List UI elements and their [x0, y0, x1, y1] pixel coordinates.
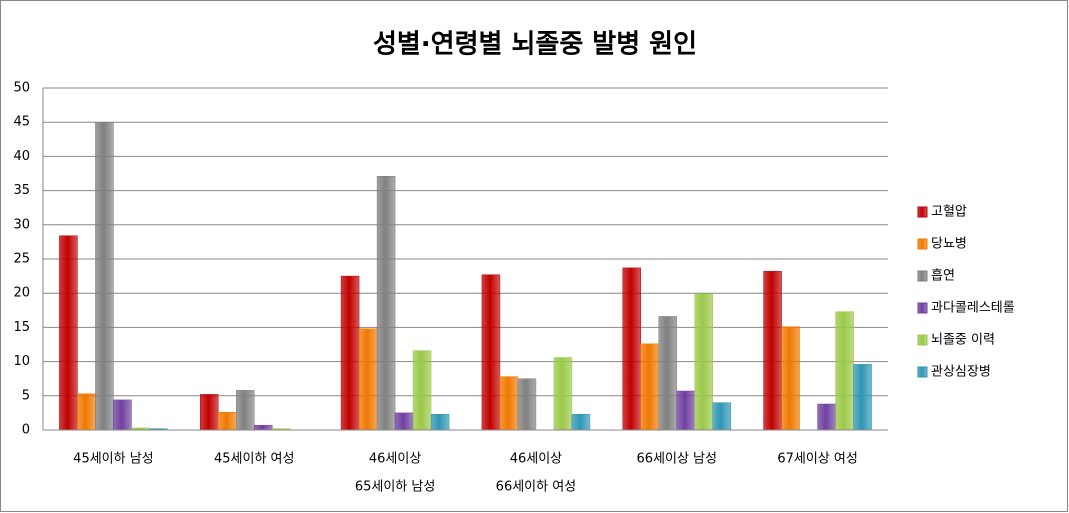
bar	[358, 328, 378, 431]
y-tick-label: 5	[22, 388, 30, 403]
bar	[571, 414, 591, 431]
legend-label: 흡연	[931, 269, 955, 284]
bar	[781, 326, 800, 431]
bar	[394, 412, 414, 431]
legend-swatch	[917, 334, 928, 346]
y-tick-label: 0	[22, 423, 30, 438]
bar	[77, 393, 96, 431]
bar	[200, 394, 219, 431]
x-tick-label: 65세이하 남성	[355, 480, 435, 495]
bar	[481, 274, 501, 431]
x-tick-label: 66세이상 남성	[637, 452, 717, 467]
x-tick-label: 45세이하 남성	[73, 452, 153, 467]
bar	[95, 121, 114, 431]
bar	[622, 267, 641, 431]
bar	[817, 403, 836, 431]
x-tick-label: 66세이하 여성	[496, 480, 576, 495]
bar	[835, 311, 854, 431]
bar	[218, 411, 237, 431]
x-tick-label: 46세이상	[369, 452, 421, 467]
y-tick-label: 45	[13, 115, 30, 130]
y-tick-label: 30	[13, 217, 30, 232]
bar	[694, 293, 713, 431]
bar	[430, 414, 450, 431]
x-tick-label: 46세이상	[510, 452, 562, 467]
bar	[340, 275, 360, 431]
x-tick-label: 45세이하 여성	[214, 452, 294, 467]
y-tick-label: 35	[13, 183, 30, 198]
bar	[553, 357, 573, 431]
bar	[640, 343, 659, 431]
legend-swatch	[917, 302, 928, 314]
y-tick-label: 20	[13, 286, 30, 301]
bar	[59, 235, 78, 431]
bar	[376, 175, 396, 431]
bar	[412, 350, 432, 431]
bar	[499, 376, 519, 431]
legend-swatch	[917, 366, 928, 378]
y-tick-label: 50	[13, 81, 30, 96]
bar	[853, 364, 872, 431]
y-tick-label: 25	[13, 252, 30, 267]
x-tick-label: 67세이상 여성	[777, 452, 857, 467]
bar	[236, 390, 255, 431]
bar	[658, 316, 677, 431]
bar	[113, 399, 132, 431]
legend-label: 과다콜레스테롤	[931, 301, 1015, 316]
legend-label: 당뇨병	[931, 237, 967, 252]
bar	[517, 378, 537, 431]
legend-swatch	[917, 238, 928, 250]
legend-label: 뇌졸중 이력	[931, 333, 995, 348]
y-tick-label: 15	[13, 320, 30, 335]
legend-label: 고혈압	[931, 205, 967, 220]
y-tick-label: 40	[13, 149, 30, 164]
legend-swatch	[917, 270, 928, 282]
bar	[712, 402, 731, 431]
legend-label: 관상심장병	[931, 365, 991, 380]
y-tick-label: 10	[13, 354, 30, 369]
bar	[763, 271, 782, 431]
legend-swatch	[917, 206, 928, 218]
bar	[254, 424, 273, 431]
chart-title: 성별·연령별 뇌졸중 발병 원인	[373, 30, 697, 60]
bar	[676, 390, 695, 431]
